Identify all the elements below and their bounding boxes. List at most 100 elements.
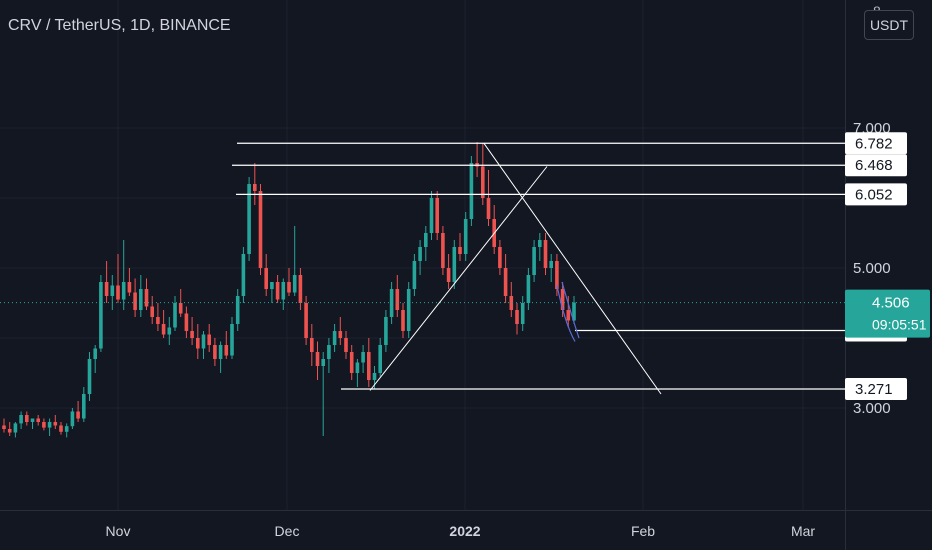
last-price-label-box[interactable] (845, 289, 930, 338)
ascending-trendline[interactable] (369, 166, 548, 391)
candle-body (167, 327, 172, 335)
candle-body (401, 310, 405, 331)
candle-body (42, 422, 46, 428)
candle-body (424, 233, 428, 247)
candle-body (338, 331, 343, 338)
candle-body (355, 362, 360, 373)
candle-body (532, 247, 536, 275)
price-level-label: 3.271 (855, 381, 893, 398)
candle-body (395, 289, 400, 310)
price-level-label-box[interactable] (845, 154, 907, 177)
candle-body (47, 422, 52, 428)
candle-body (173, 303, 177, 328)
candle-body (498, 247, 502, 268)
candle-body (156, 317, 160, 324)
candle-body (13, 423, 18, 433)
candle-body (224, 345, 229, 356)
candle-body (549, 261, 553, 268)
candle-body (520, 303, 525, 324)
candle-body (315, 352, 320, 366)
candle-body (441, 233, 445, 268)
channel-curve (561, 281, 580, 339)
candle-body (281, 282, 286, 300)
price-level-label: 6.782 (855, 135, 893, 152)
candle-body (133, 292, 137, 310)
candle-body (64, 426, 69, 432)
candle-body (372, 373, 377, 380)
candle-body (139, 289, 143, 310)
candle-body (36, 418, 40, 422)
candle-body (230, 324, 234, 356)
candle-body (53, 422, 58, 426)
candle-body (463, 219, 468, 254)
candle-body (184, 313, 189, 331)
candle-body (287, 282, 291, 293)
candle-body (486, 198, 491, 219)
candle-body (178, 303, 183, 314)
candle-body (503, 268, 508, 296)
candle-body (121, 282, 126, 300)
candle-body (538, 240, 542, 247)
candle-body (25, 415, 29, 422)
symbol-title[interactable]: CRV / TetherUS, 1D, BINANCE (8, 17, 231, 34)
time-axis-tick-label: Feb (631, 523, 655, 539)
candle-body (70, 411, 75, 427)
candle-body (412, 261, 417, 289)
candle-body (275, 282, 280, 300)
candle-body (241, 254, 246, 296)
candle-body (99, 282, 103, 349)
candle-body (213, 345, 217, 359)
candle-body (406, 289, 411, 331)
candle-body (509, 296, 514, 310)
time-axis-tick-label: Dec (275, 523, 300, 539)
candle-body (82, 394, 86, 419)
candle-body (361, 352, 365, 363)
candle-body (161, 324, 166, 335)
candle-body (526, 275, 531, 303)
candle-body (543, 240, 548, 268)
currency-badge[interactable]: USDT (864, 10, 914, 40)
candle-body (110, 285, 115, 296)
candle-body (207, 334, 211, 345)
candle-body (7, 429, 12, 433)
candle-body (344, 338, 348, 352)
candle-body (384, 317, 388, 345)
candle-body (469, 163, 474, 219)
candle-body (555, 261, 559, 289)
candle-body (446, 268, 451, 282)
candle-body (258, 191, 263, 268)
candle-body (560, 289, 565, 310)
candle-body (235, 296, 240, 324)
last-price-label: 4.506 (872, 295, 910, 312)
candle-body (572, 302, 576, 321)
candle-body (367, 352, 371, 380)
candle-body (458, 247, 462, 254)
candle-body (304, 303, 308, 338)
candle-body (87, 359, 92, 394)
price-level-label-box[interactable] (845, 378, 907, 401)
candle-body (429, 198, 434, 233)
candle-body (378, 345, 382, 373)
candle-body (218, 345, 223, 359)
time-axis-tick-label: 2022 (449, 523, 480, 539)
candle-body (310, 338, 314, 352)
candle-body (566, 310, 571, 321)
time-axis-tick-label: Nov (106, 523, 131, 539)
candle-body (389, 289, 394, 317)
candle-body (418, 247, 422, 261)
candle-body (327, 345, 331, 359)
candle-body (93, 348, 97, 359)
price-level-label-box[interactable] (845, 132, 907, 155)
candle-body (332, 331, 337, 345)
candle-body (76, 411, 80, 419)
candle-body (292, 275, 297, 293)
candle-body (435, 198, 439, 233)
candle-body (104, 282, 109, 296)
candle-body (2, 425, 6, 429)
candle-countdown-label: 09:05:51 (872, 317, 927, 333)
price-level-label-box[interactable] (845, 183, 907, 206)
candle-body (270, 282, 274, 289)
descending-trendline[interactable] (483, 143, 662, 395)
